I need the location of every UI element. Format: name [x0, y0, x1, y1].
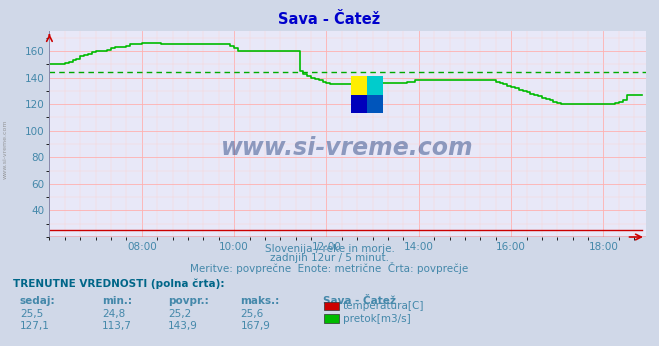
Text: Sava - Čatež: Sava - Čatež	[323, 296, 396, 306]
Text: Sava - Čatež: Sava - Čatež	[278, 12, 381, 27]
Text: temperatura[C]: temperatura[C]	[343, 301, 424, 311]
Text: maks.:: maks.:	[241, 296, 280, 306]
Bar	[367, 95, 384, 113]
Text: TRENUTNE VREDNOSTI (polna črta):: TRENUTNE VREDNOSTI (polna črta):	[13, 279, 225, 289]
Text: 167,9: 167,9	[241, 321, 270, 331]
Text: min.:: min.:	[102, 296, 132, 306]
Bar	[351, 76, 367, 95]
Text: povpr.:: povpr.:	[168, 296, 209, 306]
Text: 127,1: 127,1	[20, 321, 49, 331]
Text: sedaj:: sedaj:	[20, 296, 55, 306]
Text: Meritve: povprečne  Enote: metrične  Črta: povprečje: Meritve: povprečne Enote: metrične Črta:…	[190, 262, 469, 274]
Text: Slovenija / reke in morje.: Slovenija / reke in morje.	[264, 244, 395, 254]
Text: 24,8: 24,8	[102, 309, 125, 319]
Text: 25,6: 25,6	[241, 309, 264, 319]
Bar	[367, 76, 384, 95]
Bar	[351, 95, 367, 113]
Text: 25,5: 25,5	[20, 309, 43, 319]
Text: 143,9: 143,9	[168, 321, 198, 331]
Text: www.si-vreme.com: www.si-vreme.com	[221, 136, 474, 161]
Text: pretok[m3/s]: pretok[m3/s]	[343, 314, 411, 324]
Text: www.si-vreme.com: www.si-vreme.com	[3, 119, 8, 179]
Text: zadnjih 12ur / 5 minut.: zadnjih 12ur / 5 minut.	[270, 253, 389, 263]
Text: 25,2: 25,2	[168, 309, 191, 319]
Text: 113,7: 113,7	[102, 321, 132, 331]
